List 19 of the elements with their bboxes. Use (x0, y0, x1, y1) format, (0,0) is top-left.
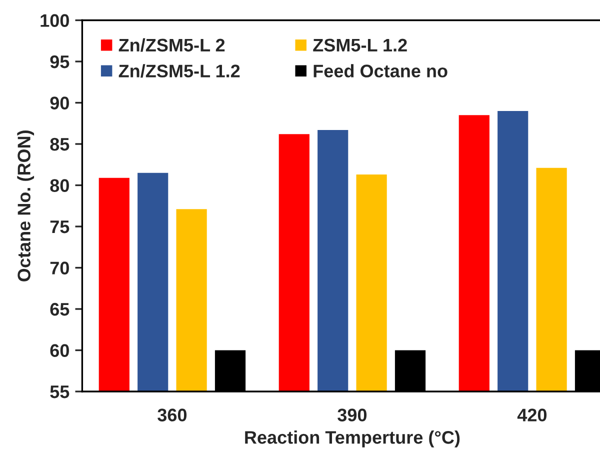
y-tick-label: 95 (50, 55, 70, 68)
y-tick-label: 100 (40, 14, 69, 27)
x-tick-label: 390 (338, 408, 367, 422)
x-tick-label: 420 (517, 408, 547, 422)
y-tick-label: 65 (50, 302, 70, 316)
legend-label: Feed Octane no (314, 64, 448, 78)
y-tick-label: 90 (50, 96, 69, 110)
y-tick-label: 85 (50, 138, 70, 151)
legend-label: Zn/ZSM5-L 2 (118, 38, 225, 52)
y-tick-label: 80 (50, 179, 69, 192)
y-tick-label: 55 (50, 386, 70, 398)
legend-label: ZSM5-L 1.2 (313, 38, 407, 52)
y-axis-title: Octane No. (RON) (17, 130, 34, 282)
x-axis-title: Reaction Temperture (°C) (245, 430, 460, 448)
y-tick-label: 60 (50, 344, 69, 357)
legend-label: Zn/ZSM5-L 1.2 (118, 64, 240, 78)
x-tick-label: 360 (158, 408, 187, 422)
y-tick-label: 75 (50, 220, 70, 234)
y-tick-label: 70 (50, 262, 69, 274)
